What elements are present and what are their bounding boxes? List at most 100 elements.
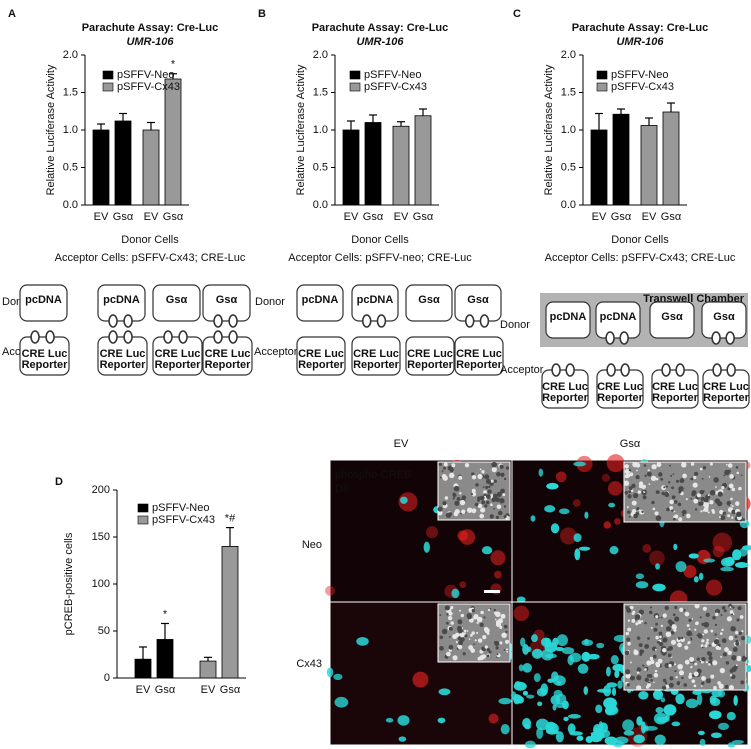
inset-speckle (728, 603, 733, 609)
inset-speckle (501, 632, 507, 638)
acceptor-cell-label: Reporter (100, 359, 147, 371)
x-tick-label: Gsα (155, 684, 176, 696)
pcreb-nucleus (326, 667, 334, 678)
inset-speckle (648, 610, 653, 615)
inset-speckle (639, 649, 644, 654)
inset-speckle (735, 639, 739, 643)
dii-cell (513, 605, 530, 622)
inset-speckle (651, 464, 657, 470)
inset-speckle (471, 475, 477, 480)
inset-speckle (699, 467, 703, 471)
inset-speckle (449, 468, 454, 473)
connexon (606, 363, 616, 377)
inset-speckle (666, 507, 670, 512)
inset-speckle (495, 497, 500, 502)
donor-cell (701, 301, 747, 339)
inset-speckle (695, 622, 699, 626)
inset-speckle (662, 613, 667, 618)
inset-speckle (641, 484, 646, 490)
inset-speckle (689, 656, 695, 663)
pcreb-nucleus (688, 553, 699, 559)
pcreb-nucleus (522, 662, 532, 673)
inset-speckle (671, 495, 676, 500)
chart-title: Parachute Assay: Cre-Luc (572, 22, 709, 34)
inset-speckle (719, 632, 723, 635)
bar (590, 129, 608, 206)
inset-speckle (742, 518, 746, 521)
inset-speckle (700, 644, 704, 648)
inset-speckle (702, 633, 705, 636)
inset-speckle (499, 464, 504, 470)
inset-speckle (703, 629, 709, 634)
bar (414, 115, 432, 206)
inset-speckle (631, 500, 637, 506)
inset-speckle (674, 616, 680, 622)
inset-speckle (729, 474, 734, 479)
x-tick-label: EV (94, 211, 109, 223)
inset-speckle (658, 631, 663, 636)
inset-speckle (671, 509, 674, 512)
dii-cell (490, 550, 506, 566)
x-tick-label: EV (344, 211, 359, 223)
bar (662, 111, 680, 206)
inset-speckle (732, 606, 735, 609)
legend-label: pSFFV-Cx43 (611, 81, 674, 93)
inset-speckle (736, 618, 740, 622)
inset-speckle (659, 641, 664, 647)
donor-cell (649, 301, 695, 339)
y-tick-label: 200 (92, 484, 110, 496)
inset-speckle (712, 616, 716, 620)
inset-speckle (713, 639, 720, 645)
inset-speckle (701, 675, 706, 681)
inset-speckle (652, 507, 656, 511)
pcreb-nucleus (612, 663, 625, 672)
inset-speckle (471, 631, 475, 635)
acceptor-cell-label: CRE Luc (22, 348, 68, 360)
inset-speckle (653, 672, 659, 678)
connexon (605, 331, 615, 345)
pcreb-nucleus (544, 505, 556, 513)
y-axis-label: Relative Luciferase Activity (543, 64, 555, 195)
inset-speckle (672, 613, 676, 617)
inset-speckle (693, 498, 699, 504)
inset-speckle (495, 611, 501, 618)
row-label: Acceptor (254, 346, 298, 358)
dii-cell (712, 532, 733, 553)
donor-cell (19, 284, 68, 322)
inset-speckle (731, 613, 734, 616)
inset-speckle (457, 644, 460, 648)
acceptor-cell (651, 369, 699, 409)
donor-cell (545, 301, 591, 339)
pcreb-nucleus (569, 731, 583, 736)
inset-speckle (630, 675, 634, 678)
channel-label: phospho-CREB (335, 469, 411, 481)
chart-subtitle: UMR-106 (356, 36, 404, 48)
inset-speckle (701, 646, 704, 649)
inset-speckle (703, 497, 709, 503)
x-tick-label: Gsα (413, 211, 434, 223)
inset-speckle (686, 624, 690, 627)
dii-cell (488, 713, 499, 724)
inset-speckle (723, 474, 726, 477)
inset-speckle (686, 513, 691, 519)
significance-mark: * (163, 608, 168, 620)
inset-speckle (690, 477, 694, 481)
inset-speckle (482, 486, 485, 488)
inset-speckle (468, 638, 471, 640)
inset-speckle (679, 478, 685, 484)
pcreb-nucleus (638, 691, 649, 700)
pcreb-nucleus (612, 740, 624, 748)
inset-speckle (645, 685, 650, 689)
pcreb-nucleus (727, 742, 736, 748)
acceptor-cell-label: CRE Luc (205, 348, 251, 360)
inset-speckle (722, 511, 726, 516)
legend-label: pSFFV-Cx43 (152, 514, 215, 526)
inset-speckle (627, 641, 631, 646)
inset-speckle (505, 630, 508, 634)
donor-cell-label: Gsα (661, 311, 683, 323)
dii-cell (459, 581, 467, 589)
inset-speckle (477, 496, 481, 501)
y-tick-label: 0.5 (63, 161, 78, 173)
inset-speckle (477, 473, 483, 480)
inset-speckle (626, 683, 630, 687)
